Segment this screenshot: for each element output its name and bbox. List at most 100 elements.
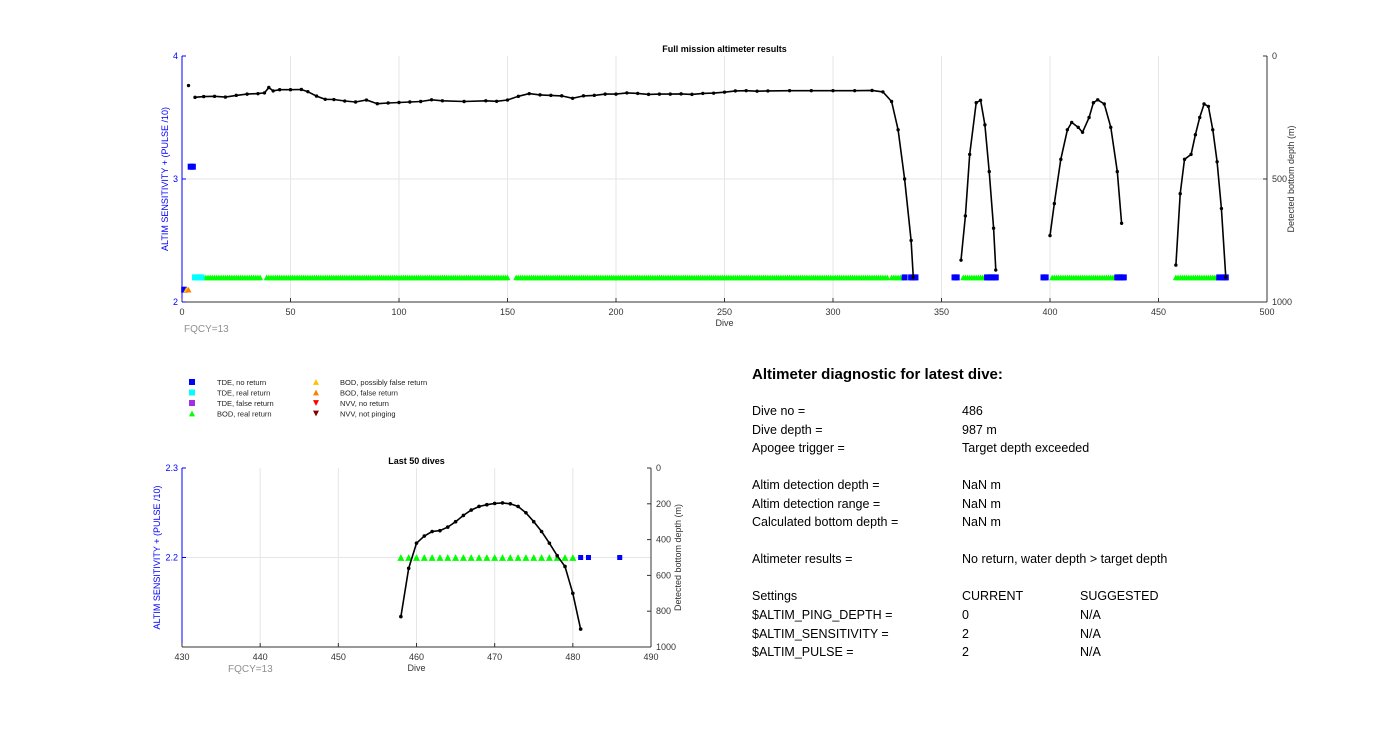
tde-no-return-marker [1216,274,1223,281]
bod-real-return-marker [405,554,413,561]
bottom-depth-point [245,92,249,96]
x-axis-label: Dive [407,663,425,673]
bottom-depth-point [570,96,575,101]
x-tick-label: 460 [409,652,424,662]
diag-row-label: Altimeter results = [752,552,853,566]
bottom-depth-point [271,89,275,93]
bottom-depth-point [1052,201,1057,206]
bottom-depth-point [277,88,282,92]
bottom-depth-line [1175,102,1227,278]
bottom-depth-point [186,83,191,88]
bottom-depth-point [430,529,434,534]
settings-header-suggested: SUGGESTED [1080,589,1159,603]
bottom-depth-point [909,238,913,243]
bod-real-return-marker [498,554,506,561]
bottom-depth-point [1091,101,1096,105]
bod-real-return-marker [504,274,511,281]
legend-label: TDE, false return [217,399,274,408]
bottom-depth-point [1211,128,1215,132]
legend-label: TDE, real return [217,389,270,398]
diag-row-label: Altim detection depth = [752,478,880,492]
bottom-depth-point [375,102,379,106]
y2-tick-label: 1000 [1272,297,1292,307]
bottom-depth-point [288,88,293,92]
bottom-depth-point [202,94,206,99]
bottom-depth-point [555,553,559,558]
legend-marker [189,400,195,406]
bottom-depth-point [1059,157,1063,162]
x-tick-label: 500 [1259,307,1274,317]
y2-axis-label: Detected bottom depth (m) [1286,125,1296,232]
bottom-depth-point [1119,221,1124,225]
y2-tick-label: 500 [1272,174,1287,184]
bottom-depth-point [657,92,662,96]
x-tick-label: 300 [825,307,840,317]
bottom-depth-point [560,94,564,98]
legend-label: NVV, no return [340,399,389,408]
bottom-depth-point [744,88,748,93]
bottom-depth-point [531,519,536,524]
y-tick-label: 2 [173,297,178,307]
bottom-depth-point [422,534,427,538]
bottom-depth-point [492,501,497,506]
bottom-depth-point [881,90,885,94]
legend-marker [189,410,195,417]
bottom-depth-point [1096,98,1100,102]
bottom-depth-point [911,275,915,280]
y2-tick-label: 800 [656,606,671,616]
bottom-depth-point [494,99,499,103]
y-tick-label: 2.2 [165,553,178,563]
bottom-depth-point [461,513,466,518]
fqcy-annotation: FQCY=13 [184,324,229,335]
legend-marker [313,379,319,385]
y2-tick-label: 400 [656,535,671,545]
setting-name: $ALTIM_PULSE = [752,645,854,659]
y-tick-label: 3 [173,174,178,184]
bottom-depth-point [581,94,586,98]
bottom-depth-point [1202,102,1206,106]
diag-row-value: Target depth exceeded [962,441,1090,455]
bottom-depth-point [978,98,983,102]
bottom-depth-point [592,93,596,98]
y2-tick-label: 200 [656,499,671,509]
tde-no-return-marker [1120,274,1127,281]
bottom-depth-point [1065,128,1070,132]
diag-row-value: 987 m [962,423,997,437]
bottom-depth-point [889,99,894,104]
bottom-depth-point [787,88,792,93]
diag-row-value: NaN m [962,478,1001,492]
y-axis-label: ALTIM SENSITIVITY + (PULSE /10) [160,107,170,251]
y2-tick-label: 0 [656,463,661,473]
bottom-depth-point [690,92,694,97]
bottom-depth-point [299,87,304,92]
bottom-depth-point [256,91,260,96]
settings-header-current: CURRENT [962,589,1024,603]
bottom-depth-point [1206,104,1211,109]
bottom-depth-point [524,510,528,515]
tde-no-return-marker [912,274,919,281]
diag-row-value: NaN m [962,515,1001,529]
bottom-depth-point [809,88,813,93]
bottom-depth-point [968,152,972,157]
x-tick-label: 200 [608,307,623,317]
bottom-depth-point [516,504,520,509]
bottom-depth-point [1087,115,1091,120]
bottom-depth-point [1215,160,1219,164]
bod-real-return-marker [545,554,553,561]
bottom-depth-point [440,99,445,103]
bod-real-return-marker [483,554,491,561]
bottom-depth-point [234,93,238,98]
bottom-depth-point [323,97,327,101]
bottom-depth-line [1049,98,1123,236]
diag-row-label: Apogee trigger = [752,441,845,455]
x-tick-label: 50 [285,307,295,317]
bottom-depth-point [1109,125,1113,130]
y2-tick-label: 1000 [656,642,676,652]
settings-header-label: Settings [752,589,798,603]
bod-real-return-marker [436,554,444,561]
bottom-depth-point [831,88,835,93]
diag-row-label: Dive no = [752,404,806,418]
bottom-depth-point [1178,192,1182,196]
